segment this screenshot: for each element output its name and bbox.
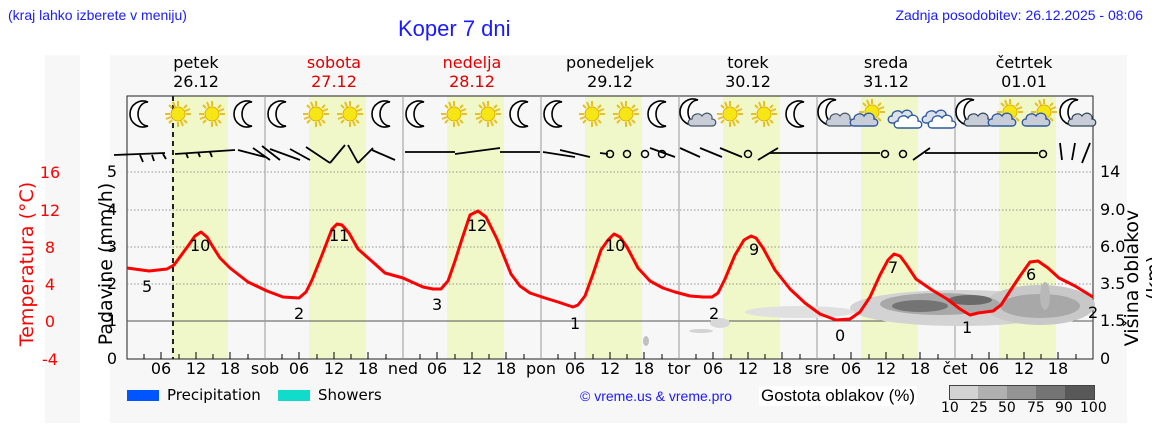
precip-tick: 1 — [106, 311, 117, 330]
cloud-tick: 3.5 — [1100, 274, 1126, 293]
hour-tick: 06 — [288, 359, 310, 378]
hour-tick: 18 — [771, 359, 793, 378]
temp-annotation: 10 — [605, 236, 626, 255]
density-scale-label: 10 — [941, 400, 959, 416]
precip-tick: 4 — [106, 200, 117, 219]
precipitation-swatch — [127, 390, 159, 401]
temp-tick: -4 — [42, 350, 58, 369]
day-label-ponedeljek: ponedeljek 29.12 — [566, 53, 654, 91]
hour-tick: 12 — [737, 359, 759, 378]
temperature-axis-panel — [45, 55, 80, 423]
temp-annotation: 2 — [709, 304, 720, 323]
density-scale-label: 75 — [1027, 400, 1045, 416]
hour-tick: 18 — [219, 359, 241, 378]
precipitation-legend-label: Precipitation — [167, 386, 261, 404]
precip-tick: 5 — [106, 162, 117, 181]
hour-tick: 06 — [150, 359, 172, 378]
temp-annotation: 7 — [888, 258, 899, 277]
day-label-petek: petek 26.12 — [173, 53, 219, 91]
hour-tick: 06 — [978, 359, 1000, 378]
temp-annotation: 10 — [190, 236, 211, 255]
day-label-cetrtek: četrtek 01.01 — [995, 53, 1053, 91]
day-abbr: sob — [250, 359, 280, 378]
temp-annotation: 6 — [1026, 265, 1037, 284]
hour-tick: 18 — [495, 359, 517, 378]
showers-legend-label: Showers — [318, 386, 382, 404]
temp-annotation: 2 — [294, 304, 305, 323]
hour-tick: 12 — [599, 359, 621, 378]
density-scale-75-90 — [1036, 385, 1065, 400]
temp-annotation: 0 — [835, 326, 846, 345]
density-scale-label: 100 — [1080, 400, 1107, 416]
hour-tick: 12 — [461, 359, 483, 378]
hour-tick: 12 — [323, 359, 345, 378]
hour-tick: 06 — [564, 359, 586, 378]
hour-tick: 12 — [185, 359, 207, 378]
location-hint: (kraj lahko izberete v meniju) — [8, 7, 187, 23]
last-updated: Zadnja posodobitev: 26.12.2025 - 08:06 — [895, 7, 1143, 23]
cloud-tick: 1.5 — [1100, 311, 1126, 330]
temp-annotation: 9 — [749, 240, 760, 259]
temp-tick: 16 — [39, 163, 61, 182]
day-label-sobota: sobota 27.12 — [306, 53, 362, 91]
temp-tick: 8 — [44, 238, 56, 257]
temp-tick: 4 — [44, 275, 56, 294]
density-scale-10-25 — [949, 385, 978, 400]
cloud-tick: 9.0 — [1100, 200, 1126, 219]
hour-tick: 12 — [1013, 359, 1035, 378]
day-abbr: sre — [804, 359, 830, 378]
hour-tick: 18 — [909, 359, 931, 378]
day-label-torek: torek 30.12 — [725, 53, 771, 91]
day-abbr: tor — [667, 359, 691, 378]
hour-tick: 18 — [1047, 359, 1069, 378]
day-label-nedelja: nedelja 28.12 — [442, 53, 502, 91]
hour-tick: 18 — [633, 359, 655, 378]
density-scale-label: 50 — [998, 400, 1016, 416]
density-scale-label: 90 — [1055, 400, 1073, 416]
cloud-density-label: Gostota oblakov (%) — [759, 386, 918, 406]
hour-tick: 18 — [357, 359, 379, 378]
temp-annotation: 1 — [962, 318, 973, 337]
day-abbr: čet — [942, 359, 968, 378]
density-scale-25-50 — [978, 385, 1007, 400]
temp-annotation: 3 — [432, 295, 443, 314]
temp-tick: 12 — [39, 201, 61, 220]
day-label-sreda: sreda 31.12 — [863, 53, 909, 91]
precip-tick: 2 — [106, 274, 117, 293]
precip-tick: 3 — [106, 237, 117, 256]
temperature-line — [126, 209, 1094, 322]
temp-annotation: 2 — [1088, 303, 1099, 322]
density-scale-90-100 — [1065, 385, 1095, 400]
page-title: Koper 7 dni — [398, 16, 511, 41]
temp-annotation: 5 — [142, 277, 153, 296]
hour-tick: 12 — [875, 359, 897, 378]
temp-annotation: 12 — [467, 216, 488, 235]
cloud-tick: 14 — [1100, 162, 1121, 181]
density-scale-50-75 — [1007, 385, 1036, 400]
cloud-tick: 6.0 — [1100, 237, 1126, 256]
temp-annotation: 11 — [329, 226, 350, 245]
hour-tick: 06 — [840, 359, 862, 378]
hour-tick: 06 — [426, 359, 448, 378]
hour-tick: 06 — [702, 359, 724, 378]
temp-tick: 0 — [44, 312, 56, 331]
day-abbr: pon — [525, 359, 557, 378]
precip-tick: 0 — [106, 349, 117, 368]
showers-swatch — [278, 390, 310, 401]
copyright-link[interactable]: © vreme.us & vreme.pro — [580, 388, 732, 404]
cloud-tick: 0 — [1100, 349, 1111, 368]
wind-barbs — [113, 142, 1091, 164]
temp-annotation: 1 — [570, 314, 581, 333]
day-abbr: ned — [387, 359, 419, 378]
density-scale-label: 25 — [970, 400, 988, 416]
